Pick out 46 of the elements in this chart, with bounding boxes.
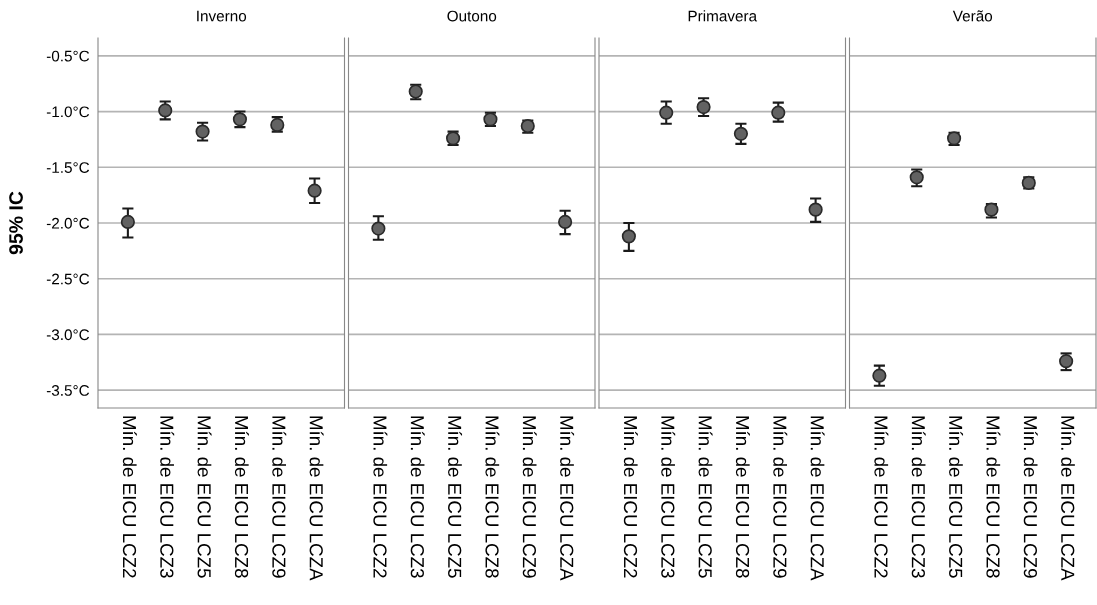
x-tick-label: Mín. de EICU LCZ5	[448, 416, 463, 578]
y-tick-label: -2.5°C	[46, 273, 90, 285]
x-tick-label: Mín. de EICU LCZ3	[160, 416, 175, 578]
point	[771, 105, 786, 120]
y-tick-label: -3.5°C	[46, 385, 90, 396]
x-tick-label: Mín. de EICU LCZ8	[986, 416, 1001, 578]
point	[808, 202, 823, 217]
x-tick-label: Mín. de EICU LCZ3	[410, 416, 425, 578]
x-tick-label: Mín. de EICU LCZA	[1061, 416, 1076, 581]
y-tick-label: -2.0°C	[46, 217, 90, 229]
point	[371, 221, 386, 236]
y-tick-label: -1.5°C	[46, 162, 90, 173]
y-axis-title: 95% IC	[9, 191, 23, 255]
point	[659, 105, 674, 120]
chart-title: Outono	[447, 10, 497, 22]
x-tick-label: Mín. de EICU LCZ9	[272, 416, 287, 578]
point	[872, 368, 887, 383]
x-tick-label: Mín. de EICU LCZ3	[661, 416, 676, 578]
x-tick-label: Mín. de EICU LCZ2	[874, 416, 889, 578]
point	[733, 126, 749, 141]
x-tick-label: Mín. de EICU LCZ8	[234, 416, 249, 578]
x-tick-label: Mín. de EICU LCZA	[810, 416, 825, 581]
point	[621, 229, 636, 244]
x-tick-label: Mín. de EICU LCZ5	[698, 416, 713, 578]
x-tick-label: Mín. de EICU LCZ8	[735, 416, 750, 578]
chart-title: Verão	[952, 10, 993, 22]
x-tick-label: Mín. de EICU LCZ8	[485, 416, 500, 578]
x-tick-label: Mín. de EICU LCZ5	[949, 416, 964, 578]
y-tick-label: -3.0°C	[46, 329, 90, 341]
x-tick-label: Mín. de EICU LCZA	[560, 416, 575, 581]
x-tick-label: Mín. de EICU LCZ2	[623, 416, 638, 578]
x-tick-label: Mín. de EICU LCZ9	[773, 416, 788, 578]
point	[120, 214, 135, 229]
y-tick-label: -1.0°C	[46, 106, 90, 118]
x-tick-label: Mín. de EICU LCZ3	[911, 416, 926, 578]
x-tick-label: Mín. de EICU LCZ9	[522, 416, 537, 578]
x-tick-label: Mín. de EICU LCZ5	[197, 416, 212, 578]
chart-title: Primavera	[688, 10, 758, 22]
x-tick-label: Mín. de EICU LCZ9	[1023, 416, 1038, 578]
x-tick-label: Mín. de EICU LCZ2	[373, 416, 388, 578]
x-tick-label: Mín. de EICU LCZA	[309, 416, 324, 581]
chart-title: Inverno	[197, 10, 247, 22]
x-tick-label: Mín. de EICU LCZ2	[122, 416, 137, 578]
point	[307, 183, 322, 198]
point	[558, 214, 573, 229]
y-tick-label: -0.5°C	[46, 50, 90, 62]
